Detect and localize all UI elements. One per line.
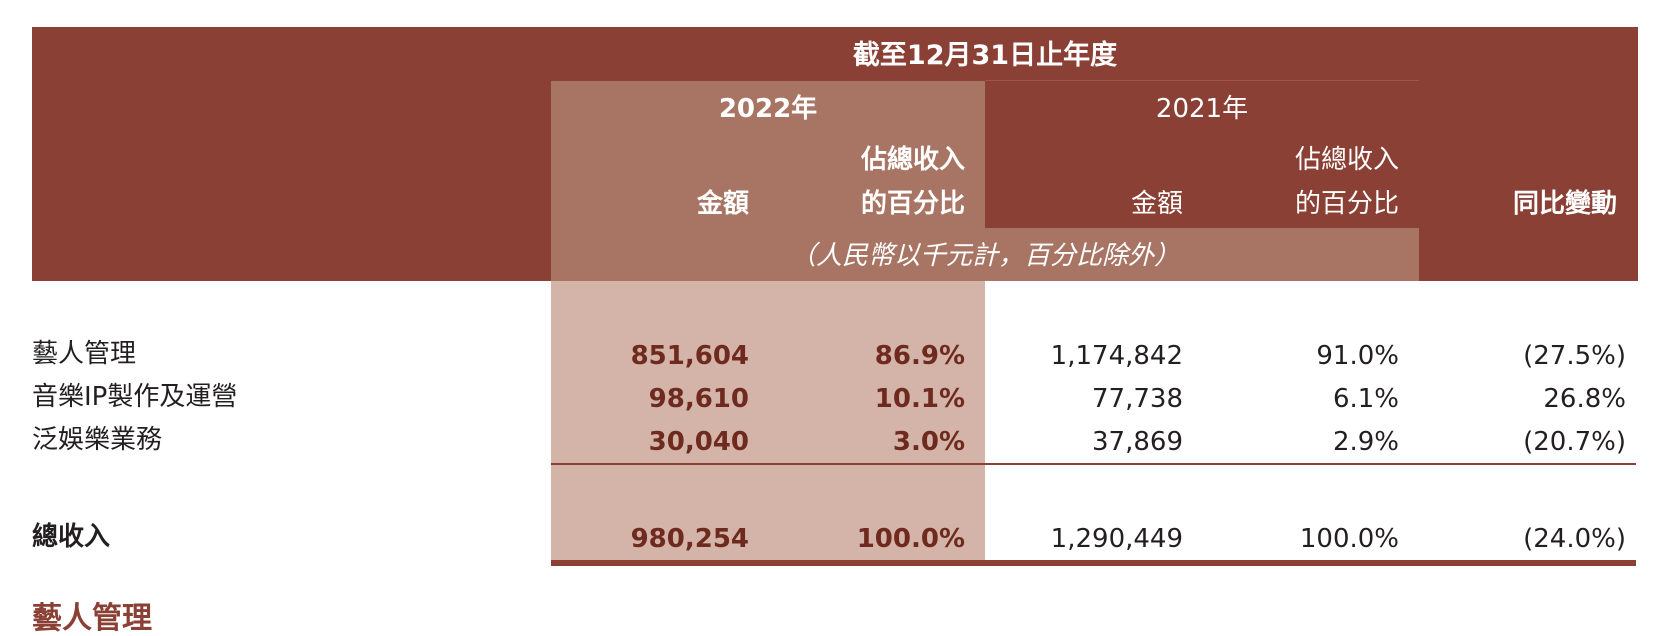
row-label: 藝人管理 (32, 339, 137, 369)
col-amount-2022: 金額 (696, 189, 749, 219)
total-yoy-change: (24.0%) (1523, 524, 1626, 554)
subtotal-divider (551, 463, 1636, 465)
total-label: 總收入 (32, 522, 111, 552)
col-pct-2021-line2: 的百分比 (1294, 189, 1399, 219)
col-pct-2021-line1: 佔總收入 (1294, 145, 1399, 175)
pct-2021: 2.9% (1332, 427, 1399, 457)
col-pct-2022-line1: 佔總收入 (860, 145, 965, 175)
yoy-change: (20.7%) (1523, 427, 1626, 457)
amount-2021: 1,174,842 (1050, 341, 1183, 371)
amount-2021: 37,869 (1092, 427, 1183, 457)
pct-2021: 91.0% (1316, 341, 1399, 371)
col-amount-2021: 金額 (1130, 189, 1183, 219)
total-pct-2021: 100.0% (1299, 524, 1399, 554)
total-amount-2021: 1,290,449 (1050, 524, 1183, 554)
header-2022-column-bg (551, 81, 985, 281)
header-divider (985, 80, 1419, 81)
amount-2022: 30,040 (648, 427, 749, 457)
col-pct-2022-line2: 的百分比 (860, 189, 965, 219)
next-section-heading: 藝人管理 (32, 601, 152, 636)
row-label: 泛娛樂業務 (32, 425, 163, 455)
amount-2021: 77,738 (1092, 384, 1183, 414)
year-2022-heading: 2022年 (718, 94, 818, 124)
header-unit-note-bg (985, 228, 1419, 281)
yoy-change: 26.8% (1543, 384, 1626, 414)
pct-2022: 3.0% (892, 427, 965, 457)
unit-note: （人民幣以千元計，百分比除外） (789, 241, 1180, 271)
pct-2021: 6.1% (1332, 384, 1399, 414)
yoy-change: (27.5%) (1523, 341, 1626, 371)
pct-2022: 10.1% (874, 384, 965, 414)
total-bottom-rule (551, 560, 1636, 566)
total-amount-2022: 980,254 (630, 524, 749, 554)
period-heading: 截至12月31日止年度 (852, 40, 1118, 71)
amount-2022: 98,610 (648, 384, 749, 414)
total-pct-2022: 100.0% (856, 524, 965, 554)
column-2022-highlight (551, 281, 985, 560)
amount-2022: 851,604 (630, 341, 749, 371)
row-label: 音樂IP製作及運營 (32, 382, 238, 412)
col-change: 同比變動 (1512, 189, 1617, 219)
pct-2022: 86.9% (874, 341, 965, 371)
year-2021-heading: 2021年 (1155, 94, 1249, 124)
